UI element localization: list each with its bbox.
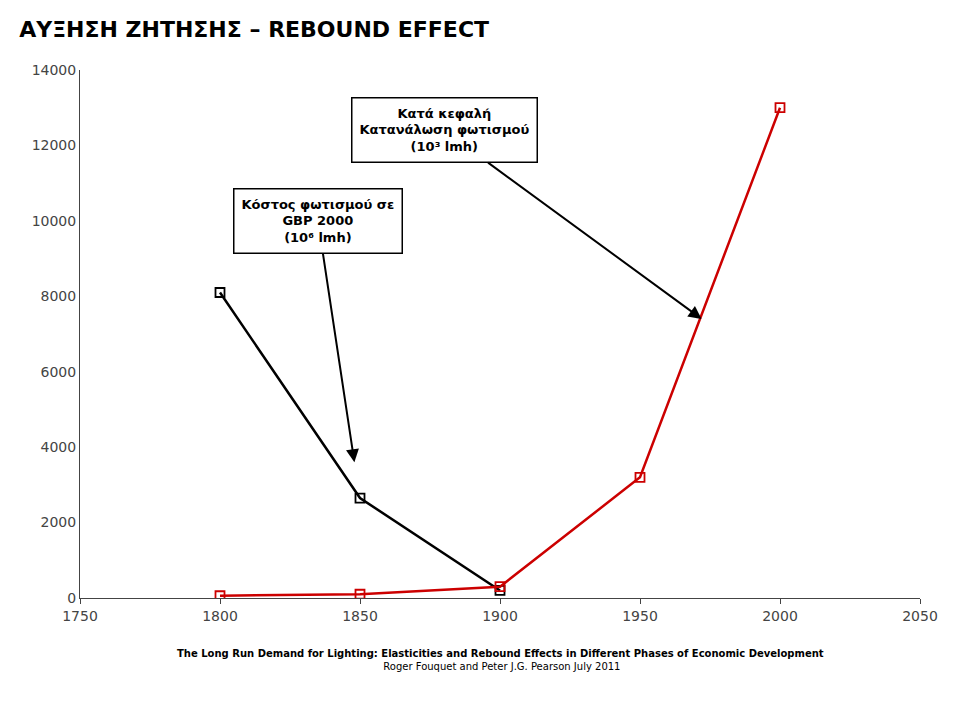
svg-text:ΑΥΞΗΣΗ ΖΗΤΗΣΗΣ – REBOUND EFFEC: ΑΥΞΗΣΗ ΖΗΤΗΣΗΣ – REBOUND EFFECT — [19, 17, 489, 42]
svg-text:14000: 14000 — [32, 62, 77, 78]
svg-text:The Long Run Demand for Lighti: The Long Run Demand for Lighting: Elasti… — [177, 648, 824, 672]
svg-text:1900: 1900 — [482, 608, 518, 624]
svg-text:2000: 2000 — [41, 514, 77, 530]
svg-text:6000: 6000 — [41, 364, 77, 380]
svg-text:Kατά κεφαλήKατανάλωση φωτισμού: Kατά κεφαλήKατανάλωση φωτισμού(10³ lmh) — [360, 106, 530, 155]
svg-text:8000: 8000 — [41, 288, 77, 304]
svg-text:2000: 2000 — [762, 608, 798, 624]
svg-text:4000: 4000 — [41, 439, 77, 455]
svg-text:1800: 1800 — [202, 608, 238, 624]
svg-text:2050: 2050 — [902, 608, 938, 624]
svg-text:12000: 12000 — [32, 137, 77, 153]
svg-text:0: 0 — [67, 590, 76, 606]
svg-text:10000: 10000 — [32, 213, 77, 229]
svg-text:1850: 1850 — [342, 608, 378, 624]
svg-text:Kόστος φωτισμού σεGBP 2000(10⁶: Kόστος φωτισμού σεGBP 2000(10⁶ lmh) — [242, 197, 395, 246]
svg-text:1750: 1750 — [62, 608, 98, 624]
svg-text:1950: 1950 — [622, 608, 658, 624]
